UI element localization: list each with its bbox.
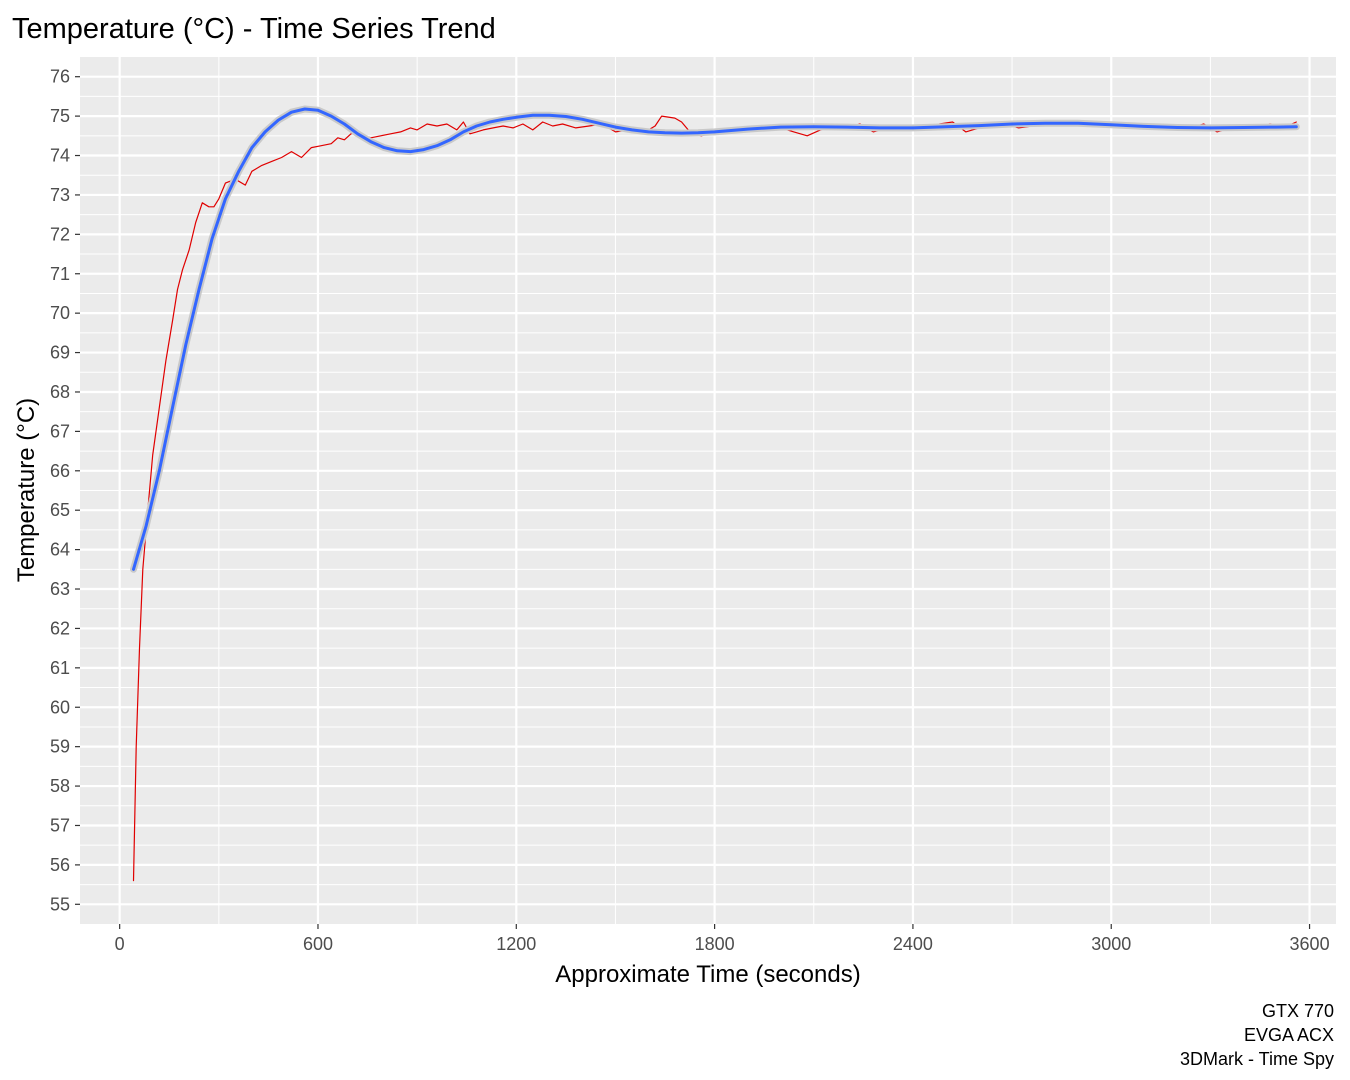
caption: GTX 770 EVGA ACX 3DMark - Time Spy xyxy=(1180,1001,1334,1069)
y-tick-label: 66 xyxy=(50,461,70,481)
y-tick-label: 60 xyxy=(50,697,70,717)
y-tick-label: 65 xyxy=(50,500,70,520)
y-axis-title: Temperature (°C) xyxy=(13,398,40,582)
x-tick-label: 3000 xyxy=(1091,934,1131,954)
y-tick-label: 59 xyxy=(50,737,70,757)
chart-title: Temperature (°C) - Time Series Trend xyxy=(12,13,496,45)
series-lines xyxy=(130,105,1300,882)
caption-line-3: 3DMark - Time Spy xyxy=(1180,1049,1334,1069)
y-tick-label: 57 xyxy=(50,815,70,835)
y-tick-label: 55 xyxy=(50,894,70,914)
caption-line-2: EVGA ACX xyxy=(1244,1025,1334,1045)
grid-lines xyxy=(80,57,1336,924)
y-tick-label: 68 xyxy=(50,382,70,402)
y-tick-label: 76 xyxy=(50,67,70,87)
x-tick-label: 3600 xyxy=(1290,934,1330,954)
y-tick-label: 64 xyxy=(50,540,70,560)
y-tick-label: 58 xyxy=(50,776,70,796)
x-tick-label: 1200 xyxy=(496,934,536,954)
x-tick-label: 1800 xyxy=(695,934,735,954)
y-tick-label: 75 xyxy=(50,106,70,126)
trend-line xyxy=(132,107,1298,571)
y-tick-label: 63 xyxy=(50,579,70,599)
caption-line-1: GTX 770 xyxy=(1262,1001,1334,1021)
x-tick-label: 600 xyxy=(303,934,333,954)
y-tick-label: 73 xyxy=(50,185,70,205)
axes: 0 600 1200 1800 2400 3000 3600 55 56 57 58 59 60 61 62… xyxy=(50,67,1330,954)
x-tick-label: 0 xyxy=(115,934,125,954)
x-tick-label: 2400 xyxy=(893,934,933,954)
x-axis-title: Approximate Time (seconds) xyxy=(555,961,860,988)
y-tick-label: 61 xyxy=(50,658,70,678)
y-tick-label: 56 xyxy=(50,855,70,875)
y-tick-label: 72 xyxy=(50,224,70,244)
y-tick-label: 71 xyxy=(50,264,70,284)
y-tick-label: 69 xyxy=(50,343,70,363)
y-tick-label: 62 xyxy=(50,618,70,638)
y-tick-label: 74 xyxy=(50,146,70,166)
y-tick-label: 70 xyxy=(50,303,70,323)
y-tick-label: 67 xyxy=(50,421,70,441)
